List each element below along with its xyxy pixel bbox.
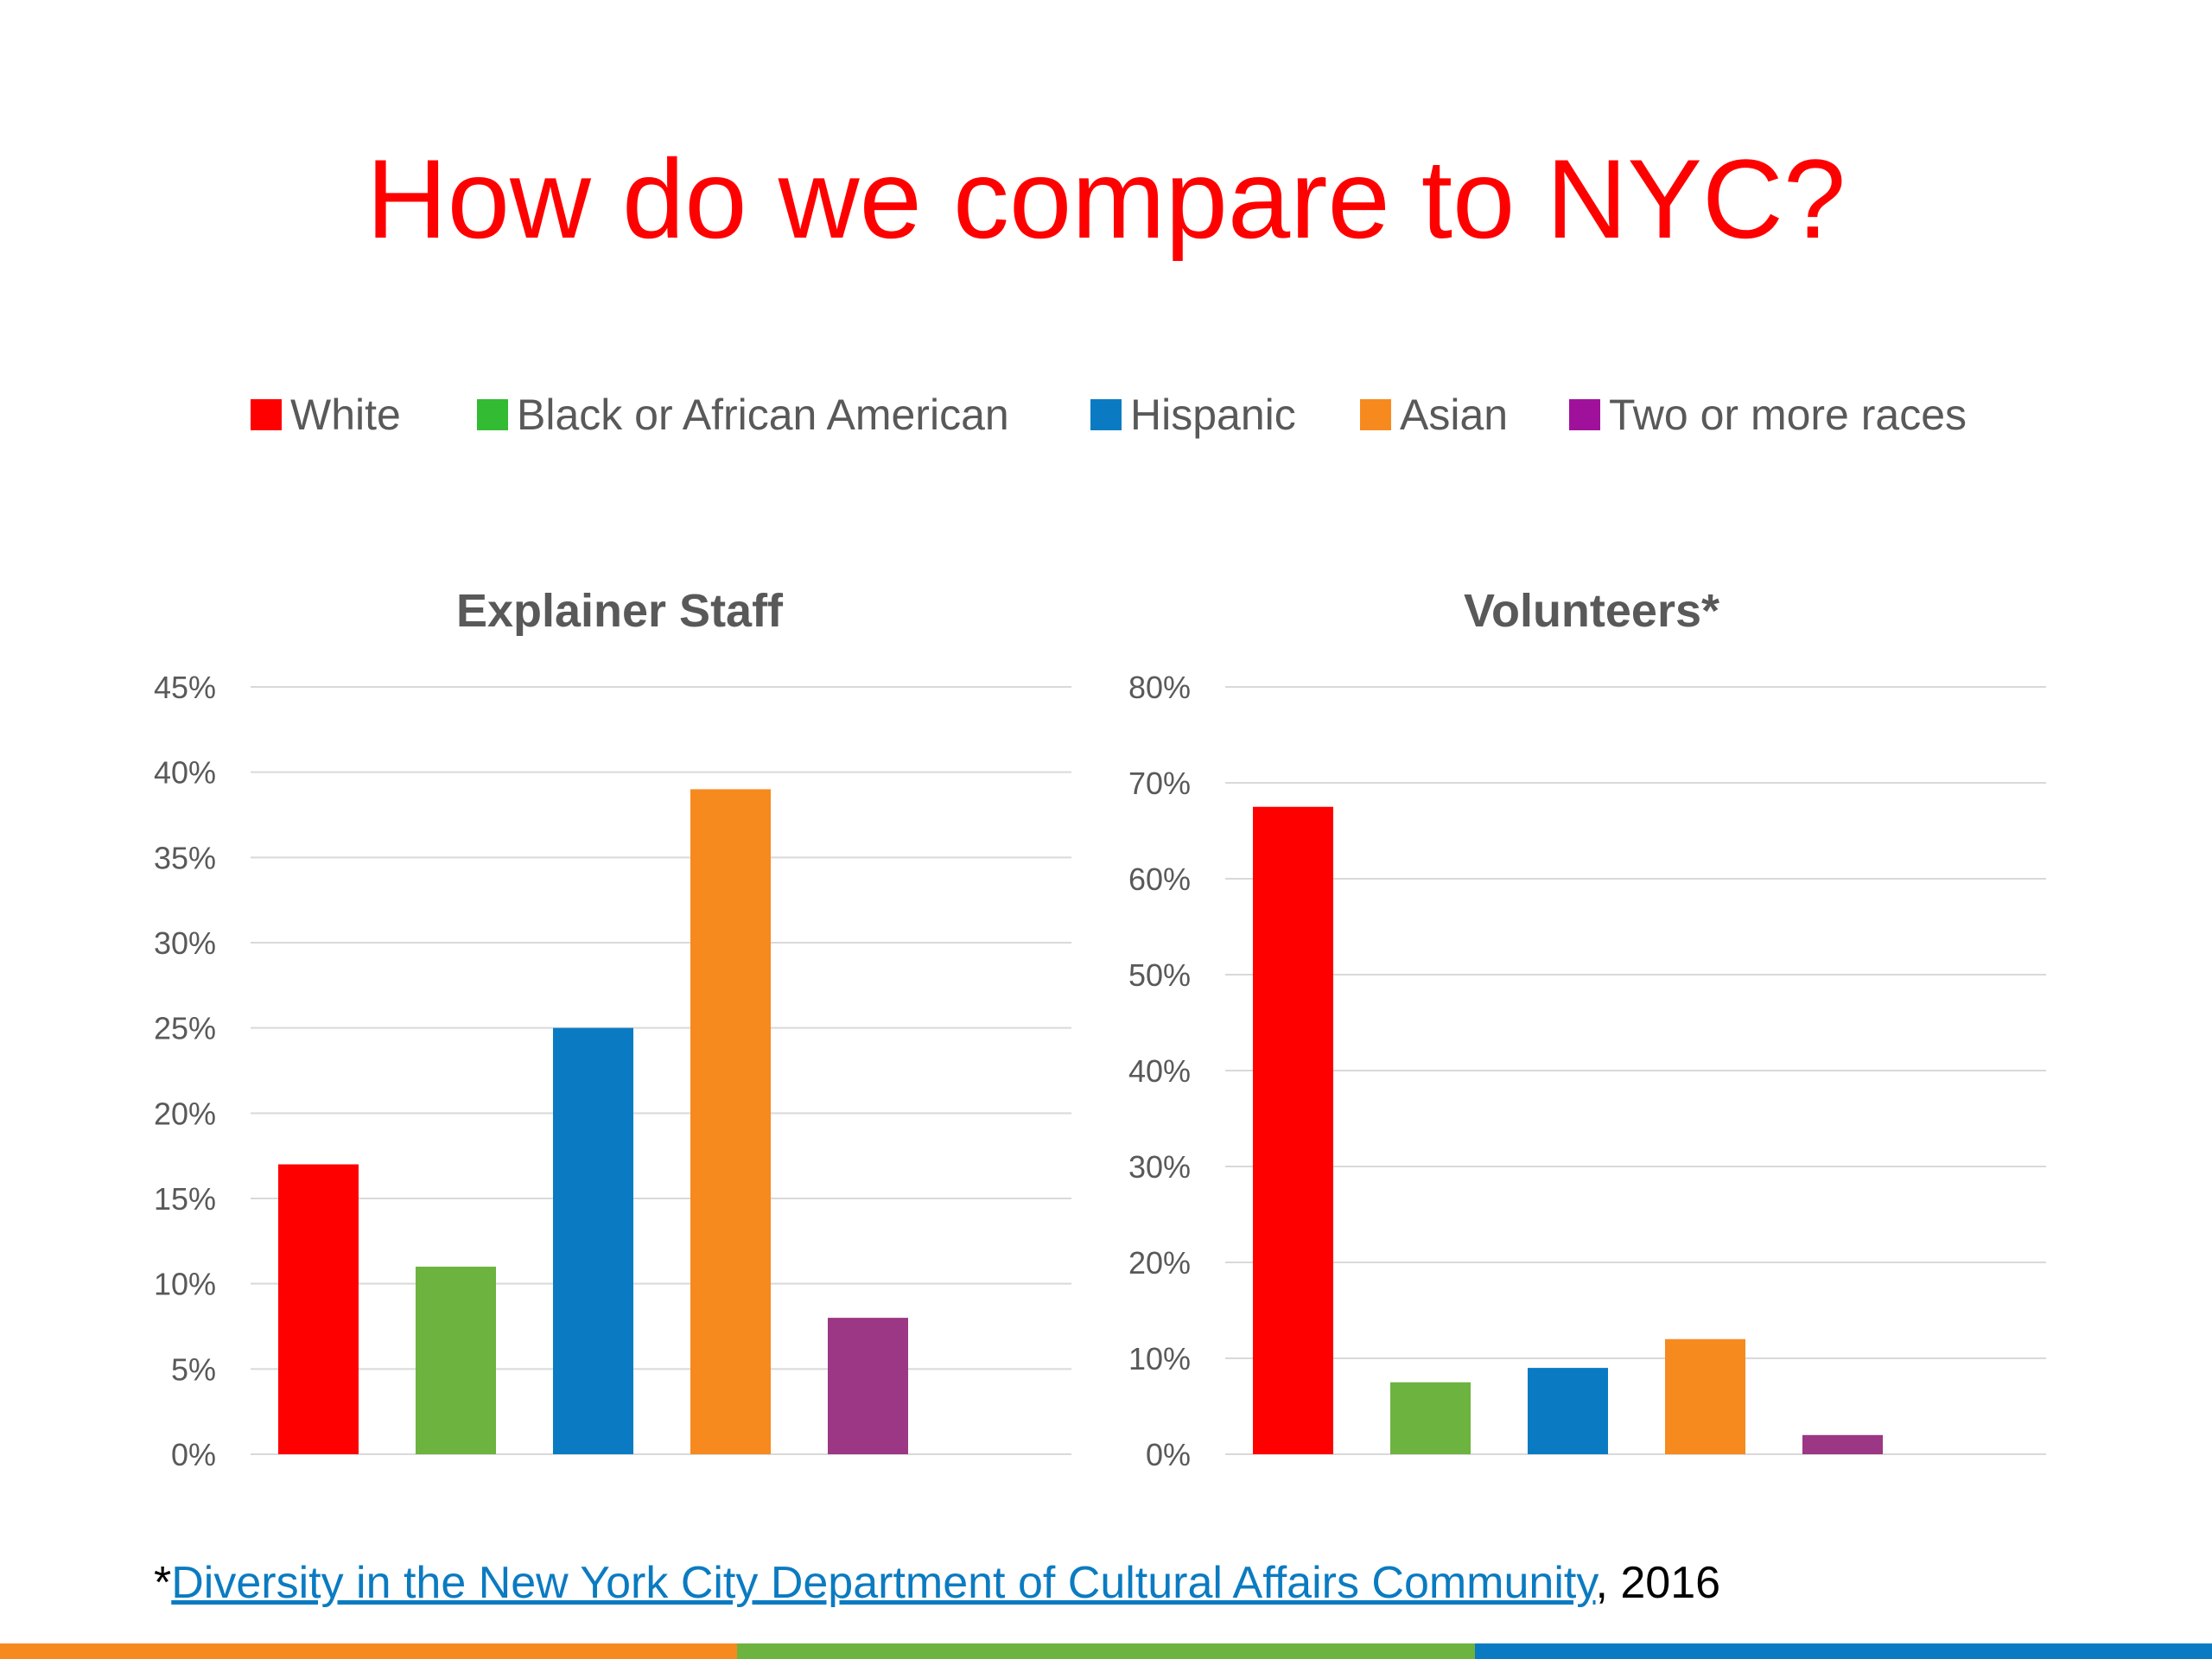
bar-asian: [1665, 1338, 1745, 1454]
legend-swatch-black: [477, 399, 508, 430]
source-footnote: *Diversity in the New York City Departme…: [154, 1557, 1720, 1609]
legend-item-white: White: [251, 385, 401, 445]
legend-label-hispanic: Hispanic: [1130, 391, 1296, 439]
y-tick-label: 0%: [171, 1437, 216, 1472]
legend-label-asian: Asian: [1400, 391, 1509, 439]
chart-legend: White Black or African American Hispanic…: [0, 385, 2212, 445]
y-tick-label: 30%: [1128, 1149, 1191, 1185]
y-tick-label: 10%: [1128, 1341, 1191, 1376]
footnote-year: , 2016: [1595, 1558, 1721, 1608]
bar-white: [1253, 806, 1333, 1454]
y-tick-label: 40%: [154, 755, 216, 791]
accent-bar-green: [737, 1643, 1475, 1659]
chart-title: Explainer Staff: [456, 585, 784, 637]
y-tick-label: 15%: [154, 1181, 216, 1217]
legend-label-two-or-more: Two or more races: [1609, 391, 1967, 439]
y-tick-label: 5%: [171, 1351, 216, 1387]
y-tick-label: 20%: [1128, 1245, 1191, 1281]
bar-two-or-more-races: [828, 1318, 908, 1454]
y-tick-label: 20%: [154, 1096, 216, 1131]
y-tick-label: 60%: [1128, 861, 1191, 897]
y-tick-label: 25%: [154, 1011, 216, 1046]
bar-two-or-more-races: [1802, 1434, 1883, 1454]
y-tick-label: 70%: [1128, 766, 1191, 801]
y-tick-label: 10%: [154, 1267, 216, 1302]
y-tick-label: 30%: [154, 925, 216, 961]
legend-swatch-two-or-more: [1569, 399, 1600, 430]
bottom-accent-bar: [0, 1643, 2212, 1659]
bar-black-or-african-american: [416, 1266, 496, 1454]
legend-label-black: Black or African American: [517, 391, 1009, 439]
y-tick-label: 45%: [154, 670, 216, 705]
y-tick-label: 40%: [1128, 1053, 1191, 1089]
y-tick-label: 50%: [1128, 957, 1191, 993]
accent-bar-orange: [0, 1643, 738, 1659]
bar-hispanic: [553, 1027, 633, 1454]
legend-item-hispanic: Hispanic: [1090, 385, 1296, 445]
legend-item-black: Black or African American: [477, 385, 1009, 445]
y-tick-label: 0%: [1146, 1437, 1191, 1472]
slide-title: How do we compare to NYC?: [365, 136, 1847, 262]
legend-item-asian: Asian: [1360, 385, 1508, 445]
y-tick-label: 35%: [154, 840, 216, 875]
source-link[interactable]: Diversity in the New York City Departmen…: [171, 1558, 1596, 1608]
bar-white: [278, 1164, 359, 1454]
legend-swatch-asian: [1360, 399, 1391, 430]
bar-asian: [690, 789, 771, 1454]
legend-swatch-hispanic: [1090, 399, 1122, 430]
bar-hispanic: [1528, 1368, 1608, 1454]
bar-black-or-african-american: [1390, 1382, 1471, 1454]
chart-title: Volunteers*: [1464, 585, 1719, 637]
footnote-asterisk: *: [154, 1558, 172, 1608]
legend-item-two-or-more: Two or more races: [1569, 385, 1967, 445]
legend-swatch-white: [251, 399, 282, 430]
y-tick-label: 80%: [1128, 670, 1191, 705]
accent-bar-blue: [1474, 1643, 2212, 1659]
legend-label-white: White: [290, 391, 401, 439]
